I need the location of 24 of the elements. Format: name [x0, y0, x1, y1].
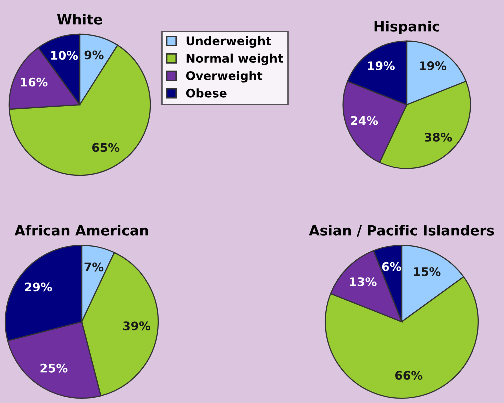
data-label: 6%	[382, 262, 402, 272]
data-label: 10%	[52, 51, 78, 60]
data-label: 13%	[350, 278, 377, 286]
chart-title: White	[57, 14, 102, 25]
data-label: 25%	[40, 364, 68, 373]
data-label: 15%	[414, 267, 441, 276]
data-label: 9%	[84, 50, 104, 60]
legend-label: Underweight	[186, 36, 272, 48]
data-label: 16%	[21, 78, 48, 87]
chart-title: Hispanic	[374, 21, 440, 35]
data-label: 38%	[425, 132, 452, 142]
legend-label: Normal weight	[186, 54, 284, 66]
data-label: 19%	[420, 62, 447, 70]
chart-title: Asian / Pacific Islanders	[309, 225, 494, 237]
legend-label: Obese	[186, 88, 227, 98]
data-label: 19%	[368, 62, 395, 70]
data-label: 39%	[123, 322, 151, 331]
data-label: 66%	[396, 371, 423, 380]
data-label: 24%	[351, 116, 378, 126]
legend-label: Overweight	[186, 71, 263, 83]
data-label: 29%	[25, 282, 52, 292]
chart-title: African American	[14, 225, 148, 236]
data-label: 65%	[92, 143, 120, 152]
data-label: 7%	[84, 262, 104, 272]
